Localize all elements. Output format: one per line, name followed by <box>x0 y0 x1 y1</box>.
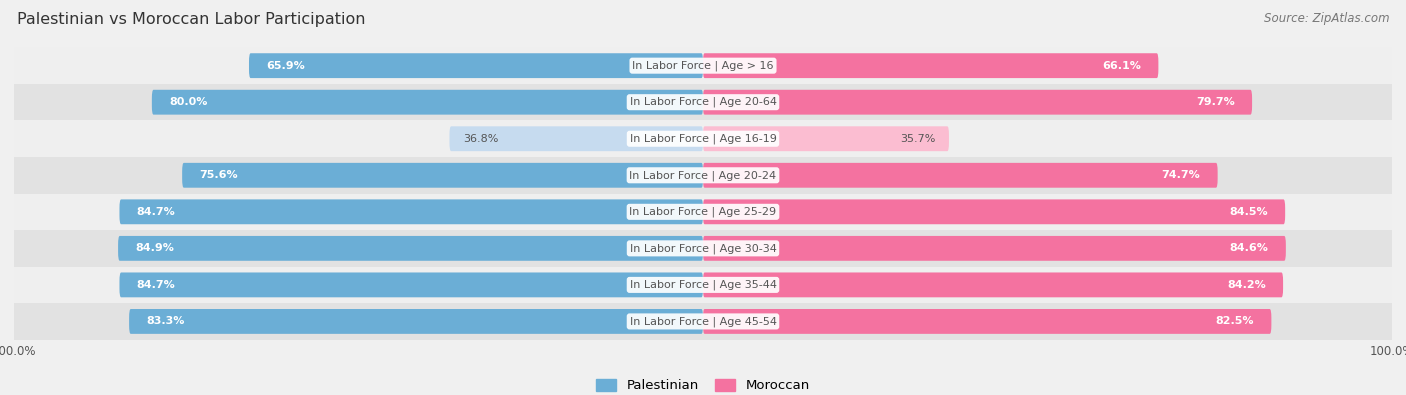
FancyBboxPatch shape <box>703 126 949 151</box>
Bar <box>14 84 1392 120</box>
Bar <box>14 157 1392 194</box>
FancyBboxPatch shape <box>118 236 703 261</box>
Text: Palestinian vs Moroccan Labor Participation: Palestinian vs Moroccan Labor Participat… <box>17 12 366 27</box>
Text: 83.3%: 83.3% <box>146 316 184 326</box>
Text: 82.5%: 82.5% <box>1216 316 1254 326</box>
FancyBboxPatch shape <box>120 199 703 224</box>
Text: 84.9%: 84.9% <box>135 243 174 253</box>
FancyBboxPatch shape <box>703 163 1218 188</box>
Text: 65.9%: 65.9% <box>266 61 305 71</box>
Text: In Labor Force | Age 20-24: In Labor Force | Age 20-24 <box>630 170 776 181</box>
Text: 80.0%: 80.0% <box>169 97 208 107</box>
Text: In Labor Force | Age 45-54: In Labor Force | Age 45-54 <box>630 316 776 327</box>
FancyBboxPatch shape <box>152 90 703 115</box>
FancyBboxPatch shape <box>703 53 1159 78</box>
Text: In Labor Force | Age 30-34: In Labor Force | Age 30-34 <box>630 243 776 254</box>
FancyBboxPatch shape <box>120 273 703 297</box>
FancyBboxPatch shape <box>703 309 1271 334</box>
Text: 84.6%: 84.6% <box>1230 243 1268 253</box>
FancyBboxPatch shape <box>703 199 1285 224</box>
Text: 79.7%: 79.7% <box>1197 97 1234 107</box>
Text: 35.7%: 35.7% <box>900 134 935 144</box>
Text: In Labor Force | Age 16-19: In Labor Force | Age 16-19 <box>630 134 776 144</box>
Bar <box>14 303 1392 340</box>
Bar <box>14 47 1392 84</box>
FancyBboxPatch shape <box>183 163 703 188</box>
Text: 75.6%: 75.6% <box>200 170 238 180</box>
Bar <box>14 230 1392 267</box>
Text: In Labor Force | Age 25-29: In Labor Force | Age 25-29 <box>630 207 776 217</box>
FancyBboxPatch shape <box>703 90 1253 115</box>
Text: 36.8%: 36.8% <box>463 134 499 144</box>
Text: 84.2%: 84.2% <box>1227 280 1265 290</box>
FancyBboxPatch shape <box>703 236 1286 261</box>
Text: In Labor Force | Age 20-64: In Labor Force | Age 20-64 <box>630 97 776 107</box>
Text: 84.5%: 84.5% <box>1229 207 1268 217</box>
Text: 66.1%: 66.1% <box>1102 61 1142 71</box>
Bar <box>14 267 1392 303</box>
Bar <box>14 120 1392 157</box>
FancyBboxPatch shape <box>450 126 703 151</box>
Text: 84.7%: 84.7% <box>136 280 176 290</box>
Text: 74.7%: 74.7% <box>1161 170 1201 180</box>
Bar <box>14 194 1392 230</box>
FancyBboxPatch shape <box>129 309 703 334</box>
Text: Source: ZipAtlas.com: Source: ZipAtlas.com <box>1264 12 1389 25</box>
Legend: Palestinian, Moroccan: Palestinian, Moroccan <box>591 373 815 395</box>
Text: In Labor Force | Age 35-44: In Labor Force | Age 35-44 <box>630 280 776 290</box>
Text: In Labor Force | Age > 16: In Labor Force | Age > 16 <box>633 60 773 71</box>
FancyBboxPatch shape <box>249 53 703 78</box>
FancyBboxPatch shape <box>703 273 1284 297</box>
Text: 84.7%: 84.7% <box>136 207 176 217</box>
